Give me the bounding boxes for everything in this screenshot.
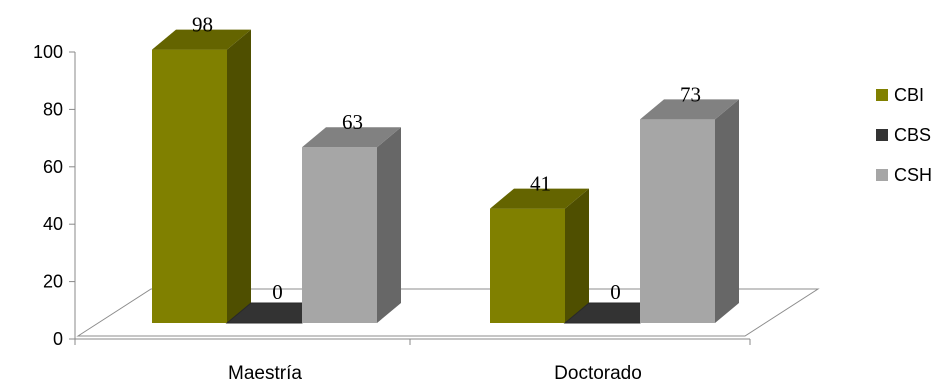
bar-top-cbi-doctorado — [490, 188, 589, 209]
legend-label-cbs: CBS — [894, 125, 931, 145]
legend: CBI CBS CSH — [876, 85, 932, 185]
floor-plane — [76, 288, 820, 337]
data-label-cbs-doctorado: 0 — [610, 280, 621, 304]
bar-side-cbi-doctorado — [565, 188, 589, 323]
axes: 0 20 40 60 80 100 Maestría Doctorado — [33, 42, 751, 384]
bar-side-cbi-maestria — [227, 29, 251, 324]
bars — [152, 29, 739, 324]
bar-top-csh-doctorado — [640, 99, 739, 120]
data-label-csh-maestria: 63 — [342, 110, 363, 134]
bar-front-cbi-maestria — [152, 49, 227, 324]
bar-front-csh-doctorado — [640, 119, 715, 323]
y-tick-label: 60 — [43, 157, 63, 177]
category-label-doctorado: Doctorado — [554, 363, 642, 384]
bar-top-cbi-maestria — [152, 29, 251, 50]
data-label-cbi-maestria: 98 — [192, 13, 213, 37]
bar-front-csh-maestria — [302, 147, 377, 323]
y-tick-label: 40 — [43, 214, 63, 234]
y-tick-label: 80 — [43, 99, 63, 119]
chart-floor — [76, 288, 820, 337]
y-tick-label: 0 — [53, 329, 63, 349]
y-tick-label: 100 — [33, 42, 63, 62]
bar-side-csh-doctorado — [715, 99, 739, 323]
category-label-maestria: Maestría — [228, 363, 302, 384]
legend-swatch-cbi — [876, 89, 888, 101]
bar-top-csh-maestria — [302, 127, 401, 148]
bar-side-csh-maestria — [377, 127, 401, 323]
data-labels: 98 0 63 41 0 73 — [192, 13, 701, 304]
legend-swatch-cbs — [876, 129, 888, 141]
data-label-cbi-doctorado: 41 — [530, 172, 551, 196]
data-label-csh-doctorado: 73 — [680, 82, 701, 106]
data-label-cbs-maestria: 0 — [272, 280, 283, 304]
bar-front-cbi-doctorado — [490, 208, 565, 323]
legend-label-cbi: CBI — [894, 85, 924, 105]
legend-label-csh: CSH — [894, 165, 932, 185]
y-tick-label: 20 — [43, 272, 63, 292]
legend-swatch-csh — [876, 169, 888, 181]
